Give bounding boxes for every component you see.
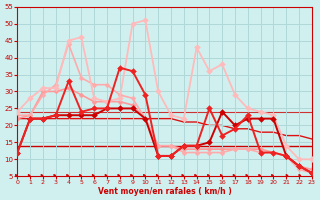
X-axis label: Vent moyen/en rafales ( km/h ): Vent moyen/en rafales ( km/h ) xyxy=(98,187,231,196)
